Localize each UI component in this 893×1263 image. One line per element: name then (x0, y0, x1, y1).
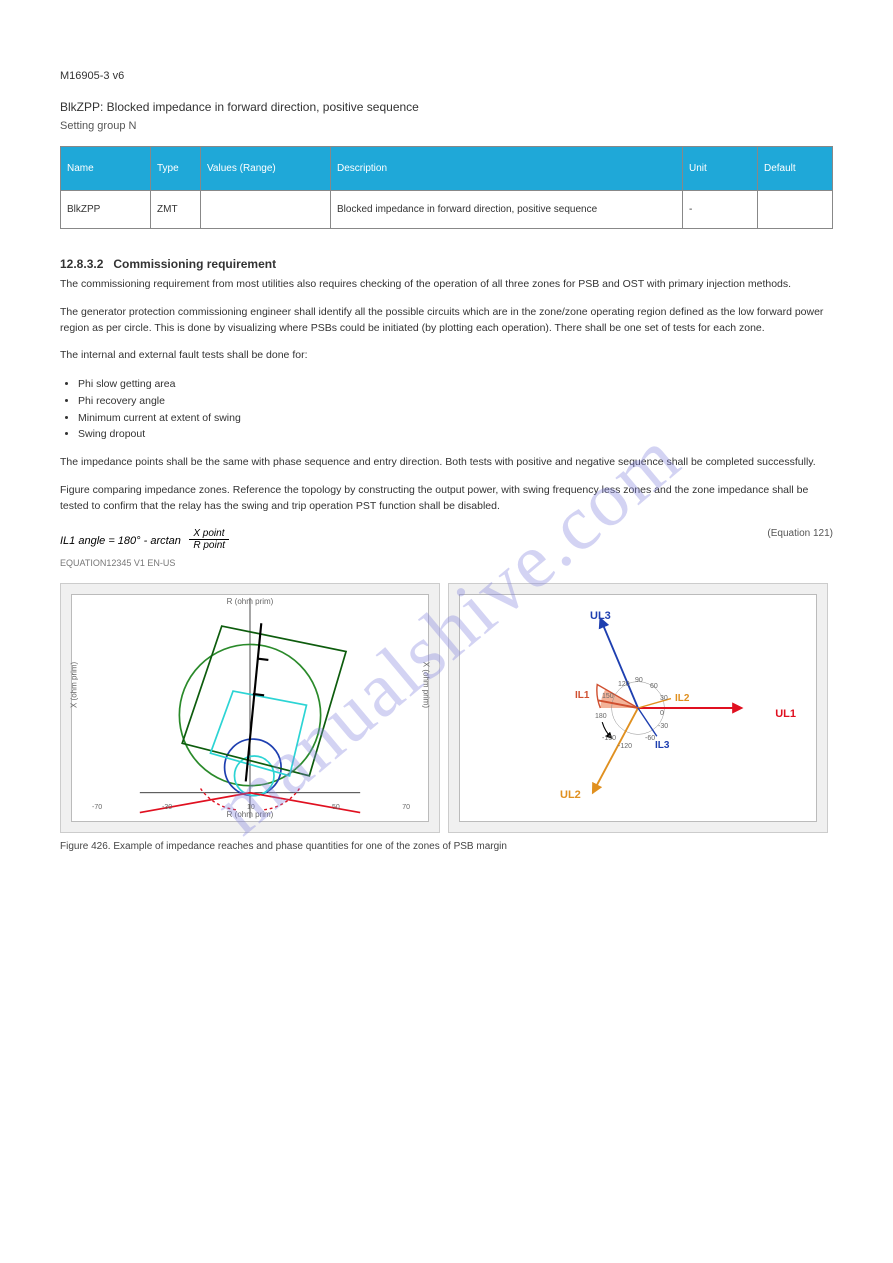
list-item: Minimum current at extent of swing (78, 410, 833, 427)
section-number: 12.8.3.2 Commissioning requirement (60, 257, 833, 271)
page-content: M16905-3 v6 BlkZPP: Blocked impedance in… (0, 0, 893, 852)
label-il2: IL2 (675, 693, 689, 704)
body-para: The impedance points shall be the same w… (60, 455, 833, 471)
axis-label: R (ohm prim) (227, 810, 274, 819)
equation: IL1 angle = 180° - arctan X point R poin… (60, 528, 833, 551)
td-desc: Blocked impedance in forward direction, … (331, 191, 683, 229)
label-ul3: UL3 (590, 610, 611, 622)
list-item: Phi slow getting area (78, 376, 833, 393)
parameter-table: Name Type Values (Range) Description Uni… (60, 146, 833, 229)
th-name: Name (61, 147, 151, 191)
table-row: BlkZPP ZMT Blocked impedance in forward … (61, 191, 833, 229)
body-para: Figure comparing impedance zones. Refere… (60, 483, 833, 515)
label-il1: IL1 (575, 690, 589, 701)
heading: BlkZPP: Blocked impedance in forward dir… (60, 100, 833, 114)
formula-num: X point (189, 528, 229, 540)
reference-id: M16905-3 v6 (60, 70, 833, 82)
figure-container: R (ohm prim) R (ohm prim) X (ohm prim) X… (60, 583, 833, 833)
impedance-plot: R (ohm prim) R (ohm prim) X (ohm prim) X… (71, 594, 429, 822)
phasor-svg (460, 595, 816, 821)
td-type: ZMT (151, 191, 201, 229)
impedance-svg (72, 595, 428, 821)
formula-den: R point (189, 540, 229, 551)
axis-label: X (ohm prim) (70, 662, 79, 708)
formula-lhs: IL1 angle = 180° - arctan (60, 535, 181, 547)
table-header-row: Name Type Values (Range) Description Uni… (61, 147, 833, 191)
list-item: Swing dropout (78, 426, 833, 443)
phasor-plot: UL1 UL2 UL3 IL1 IL2 IL3 0 -30 -60 -120 -… (459, 594, 817, 822)
body-para: The internal and external fault tests sh… (60, 348, 833, 364)
td-default (758, 191, 833, 229)
th-unit: Unit (683, 147, 758, 191)
label-il3: IL3 (655, 740, 669, 751)
td-name: BlkZPP (61, 191, 151, 229)
impedance-plot-panel: R (ohm prim) R (ohm prim) X (ohm prim) X… (60, 583, 440, 833)
label-ul2: UL2 (560, 789, 581, 801)
axis-label: R (ohm prim) (227, 597, 274, 606)
th-values: Values (Range) (201, 147, 331, 191)
eq-id: EQUATION12345 V1 EN-US (60, 557, 833, 571)
equation-number: (Equation 121) (767, 528, 833, 539)
figure-caption: Figure 426. Example of impedance reaches… (60, 841, 833, 852)
th-default: Default (758, 147, 833, 191)
td-values (201, 191, 331, 229)
th-desc: Description (331, 147, 683, 191)
axis-label: X (ohm prim) (422, 662, 431, 708)
bullet-list: Phi slow getting area Phi recovery angle… (78, 376, 833, 443)
list-item: Phi recovery angle (78, 393, 833, 410)
body-para: The generator protection commissioning e… (60, 305, 833, 337)
subheading: Setting group N (60, 120, 833, 132)
phasor-plot-panel: UL1 UL2 UL3 IL1 IL2 IL3 0 -30 -60 -120 -… (448, 583, 828, 833)
th-type: Type (151, 147, 201, 191)
td-unit: - (683, 191, 758, 229)
body-para: The commissioning requirement from most … (60, 277, 833, 293)
label-ul1: UL1 (775, 708, 796, 720)
